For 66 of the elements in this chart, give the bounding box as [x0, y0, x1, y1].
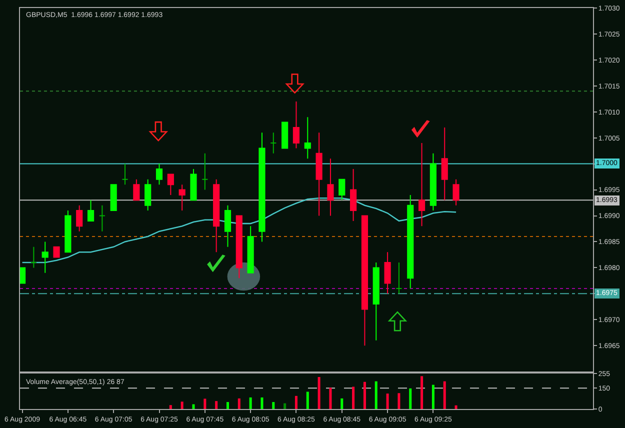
- candlestick: [178, 184, 186, 212]
- candlestick: [316, 132, 322, 216]
- line-series: [22, 197, 457, 264]
- candlestick: [76, 204, 83, 232]
- bar: [294, 396, 298, 409]
- bar: [318, 377, 320, 409]
- candlestick: [247, 226, 254, 274]
- candlestick: [144, 178, 152, 212]
- bar: [249, 397, 252, 409]
- bar: [226, 402, 229, 409]
- candlestick: [42, 241, 48, 274]
- candlestick: [327, 158, 334, 216]
- bar: [386, 394, 389, 409]
- candlestick: [441, 126, 448, 201]
- candlestick: [224, 204, 232, 248]
- candlestick: [396, 262, 402, 294]
- candlestick: [156, 163, 163, 186]
- candlestick: [98, 204, 106, 232]
- bar: [363, 382, 366, 409]
- candlestick: [282, 122, 288, 149]
- candlestick: [338, 178, 346, 201]
- candlestick: [270, 132, 277, 154]
- bar: [352, 386, 355, 409]
- candlestick: [350, 168, 357, 222]
- candlestick: [110, 184, 117, 212]
- bar: [306, 392, 309, 409]
- bar: [260, 397, 264, 409]
- bar: [215, 401, 218, 409]
- bar: [454, 405, 458, 409]
- candlestick: [418, 142, 426, 227]
- bar: [272, 402, 275, 409]
- bar: [192, 404, 195, 409]
- candlestick: [133, 178, 140, 201]
- candlestick: [361, 215, 368, 346]
- candlestick: [407, 194, 414, 289]
- candlestick: [292, 100, 300, 149]
- candlestick: [372, 262, 380, 341]
- bar: [432, 384, 434, 409]
- bar: [340, 398, 344, 409]
- candlestick: [87, 200, 94, 222]
- bar: [284, 403, 286, 409]
- bar: [409, 388, 412, 409]
- candlestick: [190, 168, 197, 201]
- bar: [443, 381, 446, 409]
- candlestick: [304, 116, 311, 160]
- candlestick: [64, 210, 72, 253]
- candlestick: [53, 246, 60, 258]
- candlestick: [236, 215, 242, 279]
- bar: [398, 393, 400, 409]
- bar: [180, 402, 184, 409]
- bar: [374, 381, 378, 409]
- candlestick: [258, 132, 266, 242]
- candlestick: [213, 178, 220, 253]
- candlestick: [20, 267, 26, 284]
- candlestick: [122, 163, 128, 186]
- bar: [169, 405, 172, 409]
- candlestick: [202, 152, 208, 190]
- candlestick: [452, 178, 460, 206]
- candlestick: [30, 246, 37, 268]
- bar: [238, 398, 240, 409]
- bar: [420, 376, 424, 409]
- candlestick: [167, 174, 174, 196]
- candlestick: [430, 152, 436, 212]
- bar: [204, 398, 206, 409]
- bar: [329, 388, 332, 409]
- candlestick: [384, 252, 391, 294]
